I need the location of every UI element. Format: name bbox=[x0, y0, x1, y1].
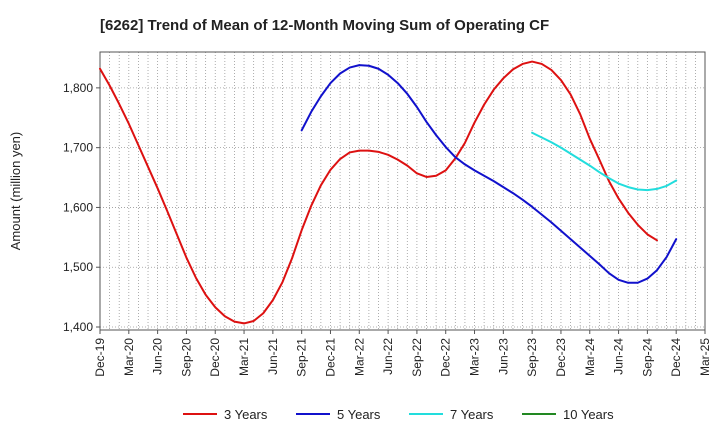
series-line-7-years bbox=[531, 131, 678, 192]
y-tick-label: 1,700 bbox=[63, 141, 93, 155]
x-tick-label: Dec-24 bbox=[669, 338, 683, 377]
x-axis: Dec-19 Mar-20 Jun-20 Sep-20 Dec-20 Mar-21 Jun-… bbox=[93, 330, 712, 377]
y-tick-label: 1,400 bbox=[63, 320, 93, 334]
x-tick-label: Dec-21 bbox=[323, 338, 337, 377]
legend: 3 Years 5 Years 7 Years 10 Years bbox=[183, 407, 614, 422]
y-tick-label: 1,600 bbox=[63, 200, 93, 214]
legend-label: 7 Years bbox=[450, 407, 494, 422]
x-tick-label: Sep-20 bbox=[179, 338, 193, 377]
x-tick-label: Mar-23 bbox=[468, 338, 482, 376]
legend-label: 10 Years bbox=[563, 407, 614, 422]
x-tick-label: Jun-22 bbox=[381, 338, 395, 375]
x-tick-label: Sep-24 bbox=[640, 338, 654, 377]
series-line-5-years bbox=[300, 64, 678, 284]
x-tick-label: Mar-24 bbox=[583, 338, 597, 376]
y-axis-title: Amount (million yen) bbox=[8, 132, 23, 251]
y-axis: 1,400 1,500 1,600 1,700 1,800 bbox=[63, 81, 100, 334]
legend-label: 3 Years bbox=[224, 407, 268, 422]
x-tick-label: Jun-20 bbox=[151, 338, 165, 375]
x-tick-label: Jun-21 bbox=[266, 338, 280, 375]
x-tick-label: Dec-23 bbox=[554, 338, 568, 377]
legend-label: 5 Years bbox=[337, 407, 381, 422]
x-tick-label: Mar-20 bbox=[122, 338, 136, 376]
x-tick-label: Sep-23 bbox=[525, 338, 539, 377]
x-tick-label: Jun-23 bbox=[496, 338, 510, 375]
y-tick-label: 1,800 bbox=[63, 81, 93, 95]
y-tick-label: 1,500 bbox=[63, 260, 93, 274]
chart-title: [6262] Trend of Mean of 12-Month Moving … bbox=[100, 17, 549, 34]
x-tick-label: Jun-24 bbox=[612, 338, 626, 375]
series-line-3-years bbox=[99, 60, 658, 325]
series-lines bbox=[99, 60, 678, 325]
x-tick-label: Dec-19 bbox=[93, 338, 107, 377]
x-tick-label: Sep-22 bbox=[410, 338, 424, 377]
x-tick-label: Mar-21 bbox=[237, 338, 251, 376]
x-tick-label: Mar-25 bbox=[698, 338, 712, 376]
x-tick-label: Dec-20 bbox=[208, 338, 222, 377]
x-tick-label: Mar-22 bbox=[352, 338, 366, 376]
x-tick-label: Sep-21 bbox=[295, 338, 309, 377]
plot-frame bbox=[99, 51, 706, 331]
x-tick-label: Dec-22 bbox=[439, 338, 453, 377]
